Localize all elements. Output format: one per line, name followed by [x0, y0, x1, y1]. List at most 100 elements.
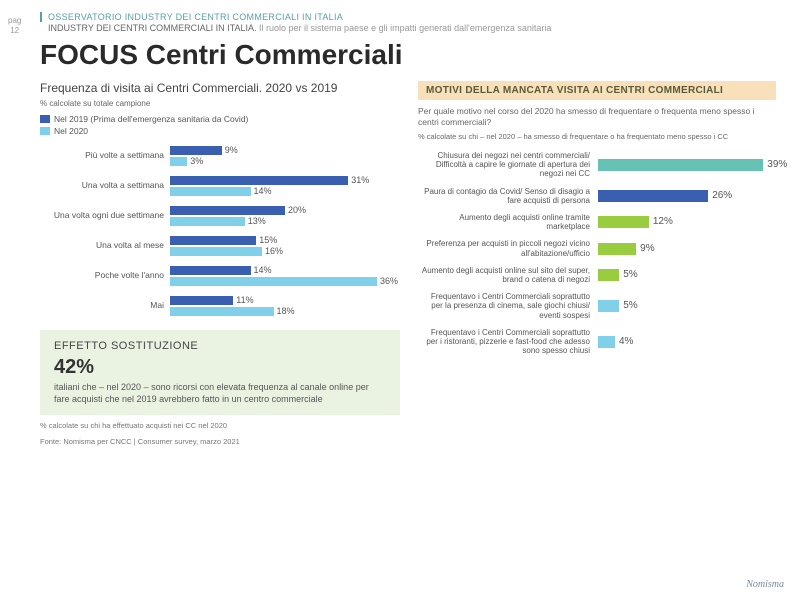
- bar-value: 20%: [285, 205, 306, 215]
- header-line-2: INDUSTRY DEI CENTRI COMMERCIALI IN ITALI…: [40, 23, 776, 33]
- main-title: FOCUS Centri Commerciali: [40, 39, 776, 71]
- chart2-row: Preferenza per acquisti in piccoli negoz…: [418, 239, 776, 257]
- chart2-label: Aumento degli acquisti online sul sito d…: [418, 266, 598, 284]
- chart1-bars: 20%13%: [170, 204, 400, 228]
- page-number-value: 12: [8, 26, 21, 36]
- bar: 5%: [598, 300, 619, 312]
- chart1-row: Una volta al mese15%16%: [40, 234, 400, 258]
- bar: 15%: [170, 236, 256, 245]
- chart1-row: Poche volte l'anno14%36%: [40, 264, 400, 288]
- header-line-2-light: Il ruolo per il sistema paese e gli impa…: [257, 23, 552, 33]
- right-subnote: % calcolate su chi – nel 2020 – ha smess…: [418, 132, 776, 141]
- bar-value: 18%: [274, 306, 295, 316]
- right-title: MOTIVI DELLA MANCATA VISITA AI CENTRI CO…: [418, 81, 776, 100]
- page-label: pag: [8, 16, 21, 26]
- chart2-label: Paura di contagio da Covid/ Senso di dis…: [418, 187, 598, 205]
- bar-value: 14%: [251, 186, 272, 196]
- chart2-barwrap: 4%: [598, 334, 776, 350]
- right-question: Per quale motivo nel corso del 2020 ha s…: [418, 106, 776, 128]
- chart1-bars: 14% 36%: [170, 264, 400, 288]
- bar: 13%: [170, 217, 245, 226]
- bar-value: 26%: [708, 190, 732, 201]
- chart2-row: Aumento degli acquisti online tramite ma…: [418, 213, 776, 231]
- bar-value: 13%: [245, 216, 266, 226]
- bar: 14%: [170, 187, 251, 196]
- chart2-row: Chiusura dei negozi nei centri commercia…: [418, 151, 776, 179]
- chart1-label: Mai: [40, 301, 170, 310]
- bar-value: 11%: [233, 295, 253, 305]
- chart2-label: Aumento degli acquisti online tramite ma…: [418, 213, 598, 231]
- bar: 26%: [598, 190, 708, 202]
- bar-value: 4%: [615, 336, 633, 347]
- chart1-row: Una volta ogni due settimane20%13%: [40, 204, 400, 228]
- legend-swatch: [40, 115, 50, 123]
- effetto-text: italiani che – nel 2020 – sono ricorsi c…: [54, 381, 386, 405]
- header-line-1: OSSERVATORIO INDUSTRY DEI CENTRI COMMERC…: [40, 12, 776, 22]
- left-column: Frequenza di visita ai Centri Commercial…: [40, 81, 400, 447]
- right-column: MOTIVI DELLA MANCATA VISITA AI CENTRI CO…: [418, 81, 776, 447]
- legend-label: Nel 2020: [54, 126, 88, 136]
- bar-value: 16%: [262, 246, 283, 256]
- effetto-box: EFFETTO SOSTITUZIONE 42% italiani che – …: [40, 330, 400, 415]
- chart1-label: Più volte a settimana: [40, 151, 170, 160]
- chart2-barwrap: 9%: [598, 241, 776, 257]
- chart1-row: Una volta a settimana31%14%: [40, 174, 400, 198]
- footnote-1: % calcolate su chi ha effettuato acquist…: [40, 421, 400, 431]
- bar: 9%: [598, 243, 636, 255]
- logo: Nomisma: [746, 579, 784, 590]
- legend-item: Nel 2020: [40, 126, 400, 136]
- frequency-chart: Più volte a settimana9%3%Una volta a set…: [40, 144, 400, 318]
- chart1-bars: 9%3%: [170, 144, 400, 168]
- bar-value: 5%: [619, 300, 637, 311]
- bar: 14%: [170, 266, 251, 275]
- reasons-chart: Chiusura dei negozi nei centri commercia…: [418, 151, 776, 355]
- bar-value: 12%: [649, 216, 673, 227]
- bar: 20%: [170, 206, 285, 215]
- bar: 16%: [170, 247, 262, 256]
- bar-value: 3%: [187, 156, 203, 166]
- bar: 18%: [170, 307, 274, 316]
- bar-value: 5%: [619, 269, 637, 280]
- chart2-row: Frequentavo i Centri Commerciali sopratt…: [418, 292, 776, 320]
- chart2-barwrap: 5%: [598, 267, 776, 283]
- chart2-barwrap: 12%: [598, 214, 776, 230]
- chart1-row: Più volte a settimana9%3%: [40, 144, 400, 168]
- page-number: pag 12: [8, 16, 21, 35]
- header-line-2-dark: INDUSTRY DEI CENTRI COMMERCIALI IN ITALI…: [48, 23, 257, 33]
- chart2-barwrap: 26%: [598, 188, 776, 204]
- chart1-label: Una volta al mese: [40, 241, 170, 250]
- bar-value: 39%: [763, 159, 787, 170]
- bar-value: 36%: [377, 276, 398, 286]
- chart2-label: Frequentavo i Centri Commerciali sopratt…: [418, 292, 598, 320]
- bar-value: 31%: [348, 175, 369, 185]
- bar: 31%: [170, 176, 348, 185]
- footnote-2: Fonte: Nomisma per CNCC | Consumer surve…: [40, 437, 400, 447]
- chart2-label: Preferenza per acquisti in piccoli negoz…: [418, 239, 598, 257]
- chart2-label: Chiusura dei negozi nei centri commercia…: [418, 151, 598, 179]
- chart1-bars: 15%16%: [170, 234, 400, 258]
- chart2-label: Frequentavo i Centri Commerciali sopratt…: [418, 328, 598, 356]
- bar: 3%: [170, 157, 187, 166]
- bar-value: 9%: [636, 243, 654, 254]
- chart1-row: Mai 11% 18%: [40, 294, 400, 318]
- bar: 4%: [598, 336, 615, 348]
- left-subnote: % calcolate su totale campione: [40, 99, 400, 108]
- chart1-bars: 31%14%: [170, 174, 400, 198]
- chart2-row: Aumento degli acquisti online sul sito d…: [418, 266, 776, 284]
- bar: 39%: [598, 159, 763, 171]
- chart2-barwrap: 39%: [598, 157, 776, 173]
- bar: 5%: [598, 269, 619, 281]
- chart1-bars: 11% 18%: [170, 294, 400, 318]
- bar: 36%: [170, 277, 377, 286]
- chart1-label: Una volta a settimana: [40, 181, 170, 190]
- effetto-big: 42%: [54, 356, 386, 379]
- legend-item: Nel 2019 (Prima dell'emergenza sanitaria…: [40, 114, 400, 124]
- bar-value: 14%: [251, 265, 272, 275]
- bar: 9%: [170, 146, 222, 155]
- legend-label: Nel 2019 (Prima dell'emergenza sanitaria…: [54, 114, 248, 124]
- effetto-title: EFFETTO SOSTITUZIONE: [54, 340, 386, 352]
- bar-value: 15%: [256, 235, 277, 245]
- legend-swatch: [40, 127, 50, 135]
- chart1-label: Una volta ogni due settimane: [40, 211, 170, 220]
- bar: 12%: [598, 216, 649, 228]
